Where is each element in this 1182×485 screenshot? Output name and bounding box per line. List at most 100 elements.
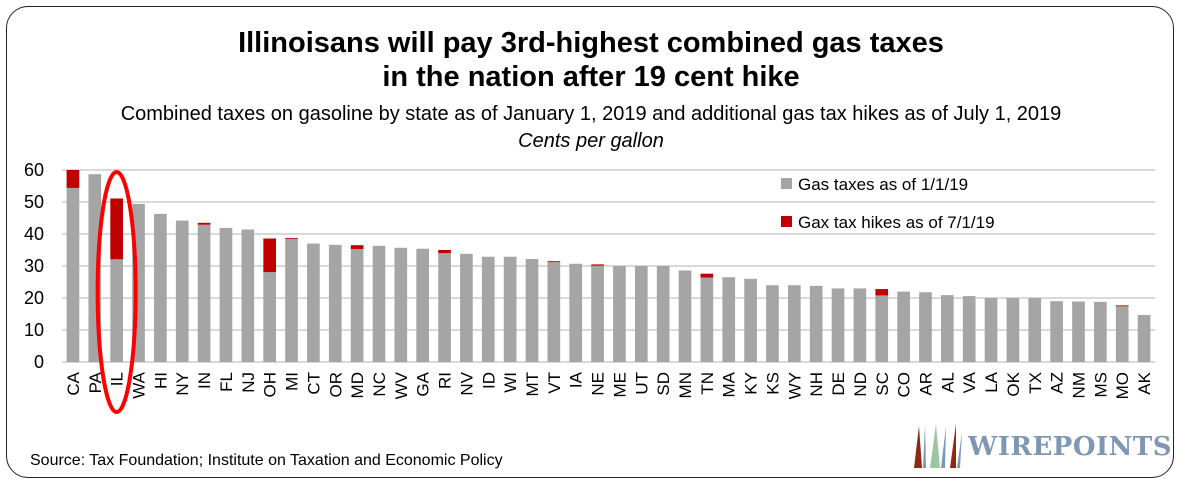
- y-tick-label: 0: [34, 352, 44, 372]
- y-tick-label: 30: [24, 256, 44, 276]
- y-tick-label: 60: [24, 160, 44, 180]
- bar-base-al: [940, 295, 954, 362]
- bar-base-wv: [394, 247, 408, 362]
- bar-base-ut: [634, 266, 648, 362]
- x-tick-label: NC: [370, 372, 389, 397]
- bar-base-ma: [722, 277, 736, 362]
- bars: [66, 170, 1151, 362]
- x-tick-label: OH: [261, 372, 280, 398]
- bar-base-tn: [700, 277, 714, 362]
- x-tick-label: MT: [523, 372, 542, 397]
- legend: Gas taxes as of 1/1/19 Gax tax hikes as …: [781, 175, 995, 232]
- wirepoints-logo-text: WIREPOINTS: [968, 432, 1173, 462]
- x-tick-label: AZ: [1048, 372, 1067, 394]
- x-tick-label: LA: [982, 371, 1001, 392]
- bar-base-ok: [1006, 298, 1020, 362]
- bar-base-fl: [219, 227, 233, 362]
- x-tick-label: VA: [960, 371, 979, 393]
- x-tick-label: ND: [851, 372, 870, 397]
- bar-base-nm: [1072, 301, 1085, 362]
- bar-base-id: [481, 256, 495, 362]
- bar-base-or: [328, 244, 342, 362]
- x-tick-label: WY: [785, 372, 804, 399]
- bar-hike-ri: [438, 250, 451, 254]
- source-note: Source: Tax Foundation; Institute on Tax…: [30, 452, 503, 469]
- x-tick-label: ME: [610, 372, 629, 398]
- x-tick-label: AR: [916, 372, 935, 396]
- chart-subtitle: Combined taxes on gasoline by state as o…: [120, 103, 1062, 125]
- x-tick-label: KY: [742, 372, 761, 395]
- y-tick-label: 20: [24, 288, 44, 308]
- y-axis-ticks: 0 10 20 30 40 50 60: [24, 160, 44, 372]
- bar-base-me: [613, 266, 626, 362]
- bar-base-nv: [460, 253, 473, 362]
- x-tick-label: GA: [414, 371, 433, 396]
- x-tick-label: ID: [479, 372, 498, 389]
- x-tick-label: WV: [392, 371, 411, 399]
- x-tick-label: TN: [698, 372, 717, 395]
- x-tick-label: SC: [873, 372, 892, 396]
- bar-base-mn: [678, 270, 692, 362]
- x-tick-label: MO: [1113, 372, 1132, 399]
- x-tick-label: TX: [1026, 372, 1045, 394]
- bar-hike-sc: [875, 289, 889, 296]
- x-tick-label: CO: [895, 372, 914, 398]
- bar-base-wi: [503, 256, 517, 362]
- legend-label-hike: Gax tax hikes as of 7/1/19: [798, 213, 995, 232]
- bar-hike-ne: [591, 264, 604, 266]
- x-tick-label: PA: [86, 371, 105, 393]
- x-tick-label: WI: [501, 372, 520, 393]
- bar-base-ct: [307, 243, 320, 362]
- bar-base-va: [962, 296, 976, 362]
- x-tick-label: IA: [567, 371, 586, 388]
- wirepoints-logo: WIREPOINTS: [912, 418, 1172, 470]
- bar-base-ca: [66, 187, 80, 362]
- x-tick-label: VT: [545, 372, 564, 394]
- bar-base-co: [897, 291, 910, 362]
- x-tick-label: WA: [130, 371, 149, 398]
- x-tick-label: CT: [304, 372, 323, 395]
- legend-swatch-base: [781, 178, 792, 189]
- bar-base-sd: [656, 266, 670, 362]
- bar-base-tx: [1028, 298, 1042, 362]
- bar-base-oh: [263, 272, 277, 362]
- y-tick-label: 10: [24, 320, 44, 340]
- x-axis-labels: CA PA IL WA HI NY IN FL NJ OH MI CT OR MD NC WV GA RI NV ID…: [64, 371, 1154, 399]
- bar-base-wy: [787, 285, 801, 362]
- x-tick-label: MN: [676, 372, 695, 398]
- bar-base-nd: [853, 288, 867, 362]
- x-tick-label: NY: [173, 372, 192, 396]
- bar-base-az: [1050, 301, 1063, 362]
- x-tick-label: KS: [763, 372, 782, 395]
- x-tick-label: DE: [829, 372, 848, 396]
- bar-base-ga: [416, 248, 430, 362]
- x-tick-label: RI: [436, 372, 455, 389]
- x-tick-label: HI: [151, 372, 170, 389]
- bar-base-vt: [547, 262, 561, 362]
- x-tick-label: IN: [195, 372, 214, 389]
- chart-title-line1: Illinoisans will pay 3rd-highest combine…: [238, 27, 944, 59]
- x-tick-label: NV: [457, 371, 476, 395]
- legend-swatch-hike: [781, 216, 792, 227]
- bar-base-de: [831, 288, 845, 362]
- bar-base-mo: [1115, 306, 1129, 362]
- bar-base-ar: [919, 292, 932, 362]
- x-tick-label: UT: [632, 372, 651, 395]
- bar-base-ne: [591, 265, 604, 362]
- bar-hike-mo: [1115, 305, 1129, 307]
- x-tick-label: AL: [938, 372, 957, 393]
- bar-base-ky: [744, 278, 757, 362]
- bar-hike-in: [197, 222, 211, 225]
- x-tick-label: CA: [64, 371, 83, 395]
- x-tick-label: OK: [1004, 371, 1023, 396]
- x-tick-label: OR: [326, 372, 345, 398]
- x-tick-label: MA: [720, 371, 739, 397]
- bar-base-nc: [372, 245, 386, 362]
- bar-base-in: [197, 224, 211, 362]
- bar-hike-ca: [66, 170, 80, 188]
- chart-frame: [6, 6, 1174, 478]
- x-tick-label: SD: [654, 372, 673, 396]
- x-tick-label: NM: [1069, 372, 1088, 398]
- x-tick-label: NJ: [239, 372, 258, 393]
